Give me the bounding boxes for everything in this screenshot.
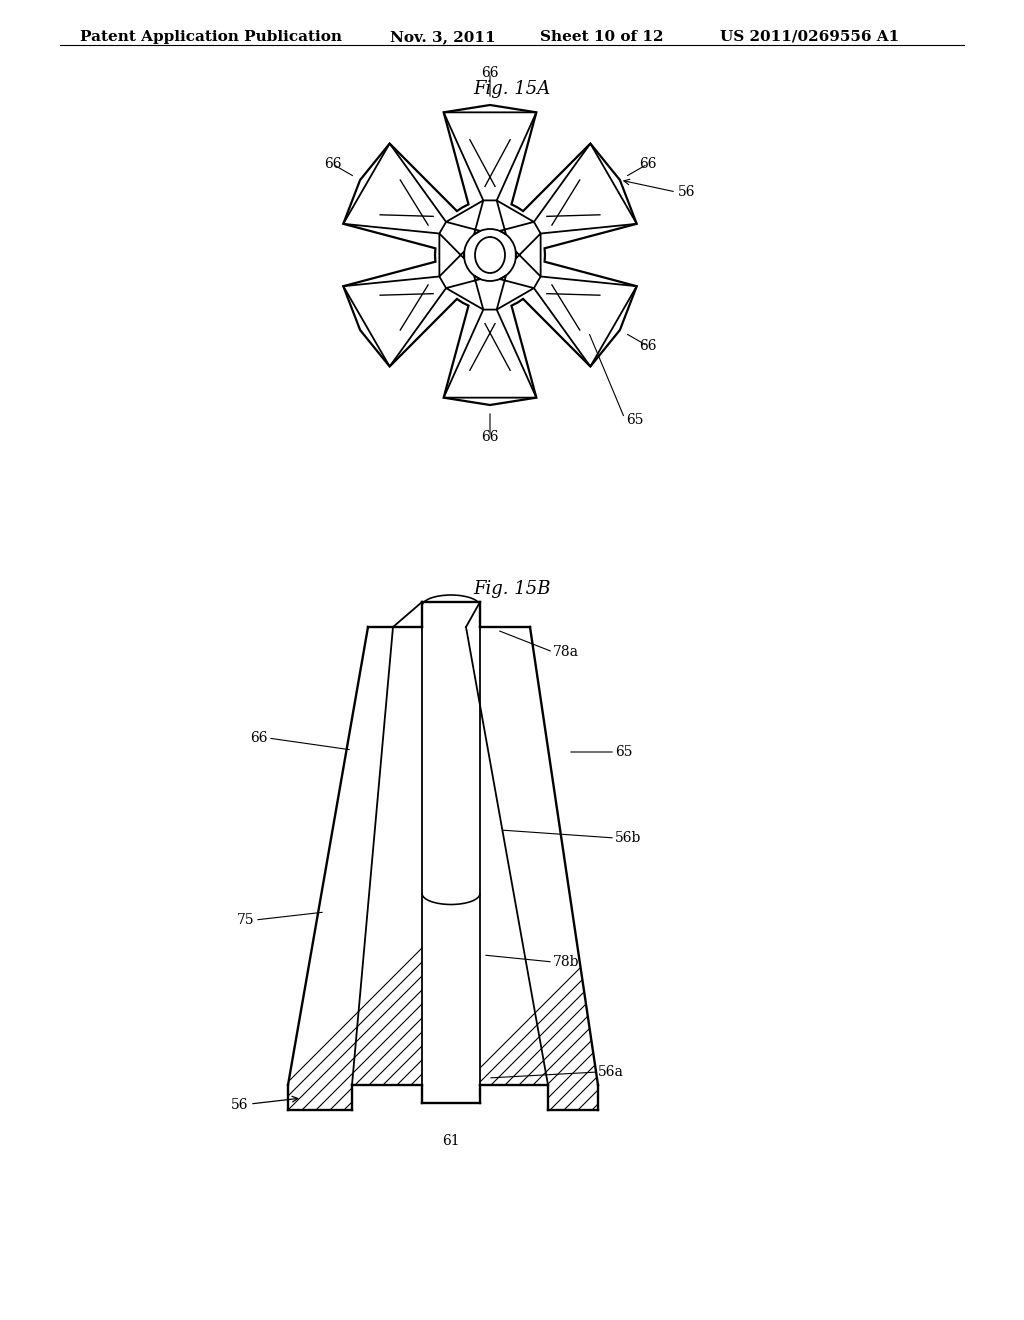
Text: 75: 75 — [238, 913, 255, 927]
Text: 78b: 78b — [553, 954, 580, 969]
Text: US 2011/0269556 A1: US 2011/0269556 A1 — [720, 30, 899, 44]
Text: 56b: 56b — [615, 832, 641, 845]
Text: 66: 66 — [639, 339, 656, 352]
Text: 65: 65 — [627, 413, 644, 428]
Text: Nov. 3, 2011: Nov. 3, 2011 — [390, 30, 496, 44]
Text: Fig. 15A: Fig. 15A — [473, 81, 551, 98]
Polygon shape — [466, 602, 598, 1110]
Text: 65: 65 — [615, 744, 633, 759]
Text: 78a: 78a — [553, 645, 579, 659]
Text: Sheet 10 of 12: Sheet 10 of 12 — [540, 30, 664, 44]
Text: 56: 56 — [230, 1098, 248, 1111]
Text: 66: 66 — [481, 66, 499, 81]
Text: 56: 56 — [678, 185, 695, 199]
Text: 66: 66 — [481, 430, 499, 444]
Text: 66: 66 — [639, 157, 656, 172]
Text: 61: 61 — [442, 1134, 460, 1148]
Text: Fig. 15B: Fig. 15B — [473, 579, 551, 598]
Text: 66: 66 — [324, 157, 341, 172]
Polygon shape — [288, 602, 422, 1110]
Text: 66: 66 — [251, 731, 268, 744]
Text: Patent Application Publication: Patent Application Publication — [80, 30, 342, 44]
Text: 56a: 56a — [598, 1065, 624, 1078]
